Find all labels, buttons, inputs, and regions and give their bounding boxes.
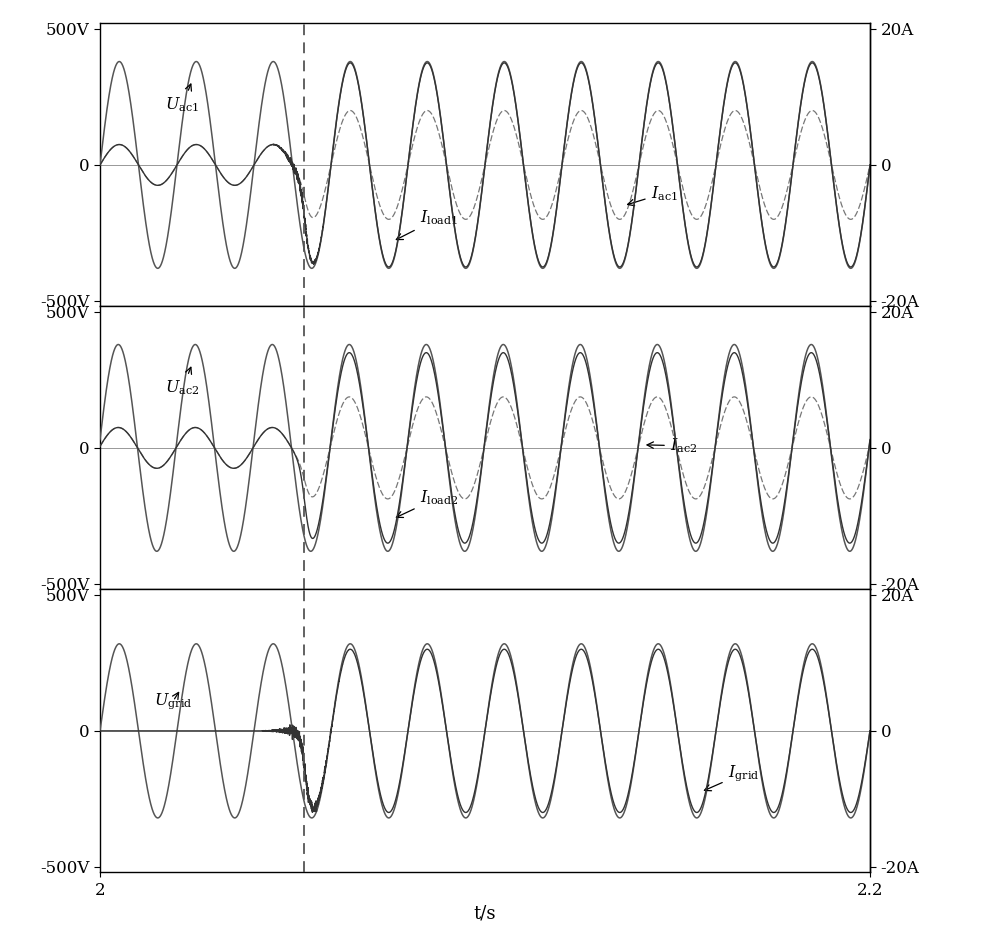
Text: $U_{\rm ac2}$: $U_{\rm ac2}$	[165, 368, 200, 398]
Text: $U_{\rm ac1}$: $U_{\rm ac1}$	[165, 84, 199, 114]
Text: $U_{\rm grid}$: $U_{\rm grid}$	[154, 691, 192, 711]
Text: $I_{\rm grid}$: $I_{\rm grid}$	[704, 764, 759, 791]
X-axis label: t/s: t/s	[474, 904, 496, 923]
Text: $I_{\rm ac2}$: $I_{\rm ac2}$	[647, 436, 697, 455]
Text: $I_{\rm ac1}$: $I_{\rm ac1}$	[628, 184, 678, 205]
Text: $I_{\rm load2}$: $I_{\rm load2}$	[396, 488, 458, 518]
Text: $I_{\rm load1}$: $I_{\rm load1}$	[396, 208, 458, 239]
